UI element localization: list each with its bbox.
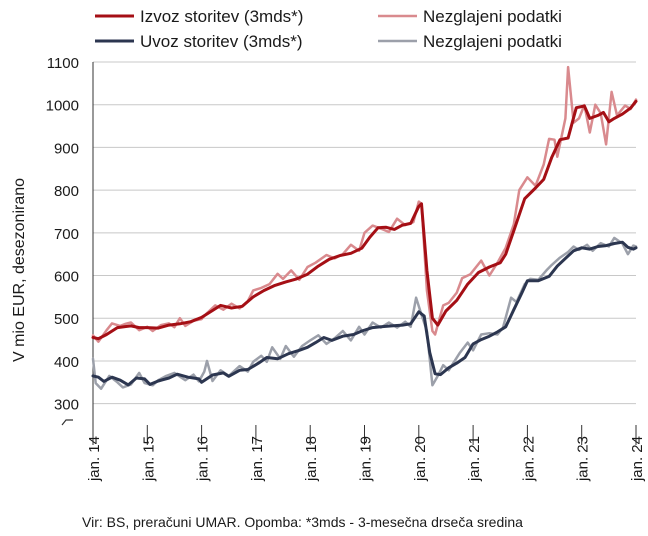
y-tick-label-700: 700 [54, 226, 79, 243]
y-tick-label-500: 500 [54, 311, 79, 328]
y-axis: 300 400 500 600 700 800 900 1000 1100 [46, 55, 94, 445]
x-tick-label-10: jan. 24 [629, 436, 646, 482]
legend-label-izvoz-raw: Nezglajeni podatki [423, 7, 562, 26]
legend-label-uvoz-raw: Nezglajeni podatki [423, 32, 562, 51]
y-tick-label-300: 300 [54, 397, 79, 414]
series-line-0 [91, 99, 638, 341]
source-note: Vir: BS, preračuni UMAR. Opomba: *3mds -… [82, 514, 523, 530]
x-tick-label-6: jan. 20 [412, 436, 429, 482]
x-axis: jan. 14 jan. 15 jan. 16 jan. 17 jan. 18 jan. … [86, 425, 646, 482]
series-line-3 [91, 236, 638, 390]
x-tick-label-9: jan. 23 [575, 436, 592, 482]
x-tick-label-1: jan. 15 [140, 436, 157, 482]
axis-break-icon [61, 419, 73, 426]
y-tick-label-800: 800 [54, 183, 79, 200]
x-tick-label-2: jan. 16 [195, 436, 212, 482]
x-tick-label-4: jan. 18 [303, 436, 320, 482]
y-tick-label-600: 600 [54, 269, 79, 286]
x-tick-label-3: jan. 17 [249, 436, 266, 482]
y-tick-label-900: 900 [54, 140, 79, 157]
x-tick-label-7: jan. 21 [466, 436, 483, 482]
y-tick-label-400: 400 [54, 354, 79, 371]
x-tick-label-8: jan. 22 [520, 436, 537, 482]
legend-label-izvoz: Izvoz storitev (3mds*) [140, 7, 303, 26]
y-tick-label-1000: 1000 [46, 98, 79, 115]
series-layer [91, 65, 638, 390]
x-tick-label-5: jan. 19 [358, 436, 375, 482]
series-line-2 [91, 240, 638, 387]
legend-label-uvoz: Uvoz storitev (3mds*) [140, 32, 302, 51]
y-tick-label-1100: 1100 [47, 55, 79, 72]
x-tick-label-0: jan. 14 [86, 436, 103, 482]
series-line-1 [91, 65, 638, 343]
legend: Izvoz storitev (3mds*) Nezglajeni podatk… [95, 7, 562, 51]
y-axis-title: V mio EUR, desezonirano [11, 178, 28, 362]
